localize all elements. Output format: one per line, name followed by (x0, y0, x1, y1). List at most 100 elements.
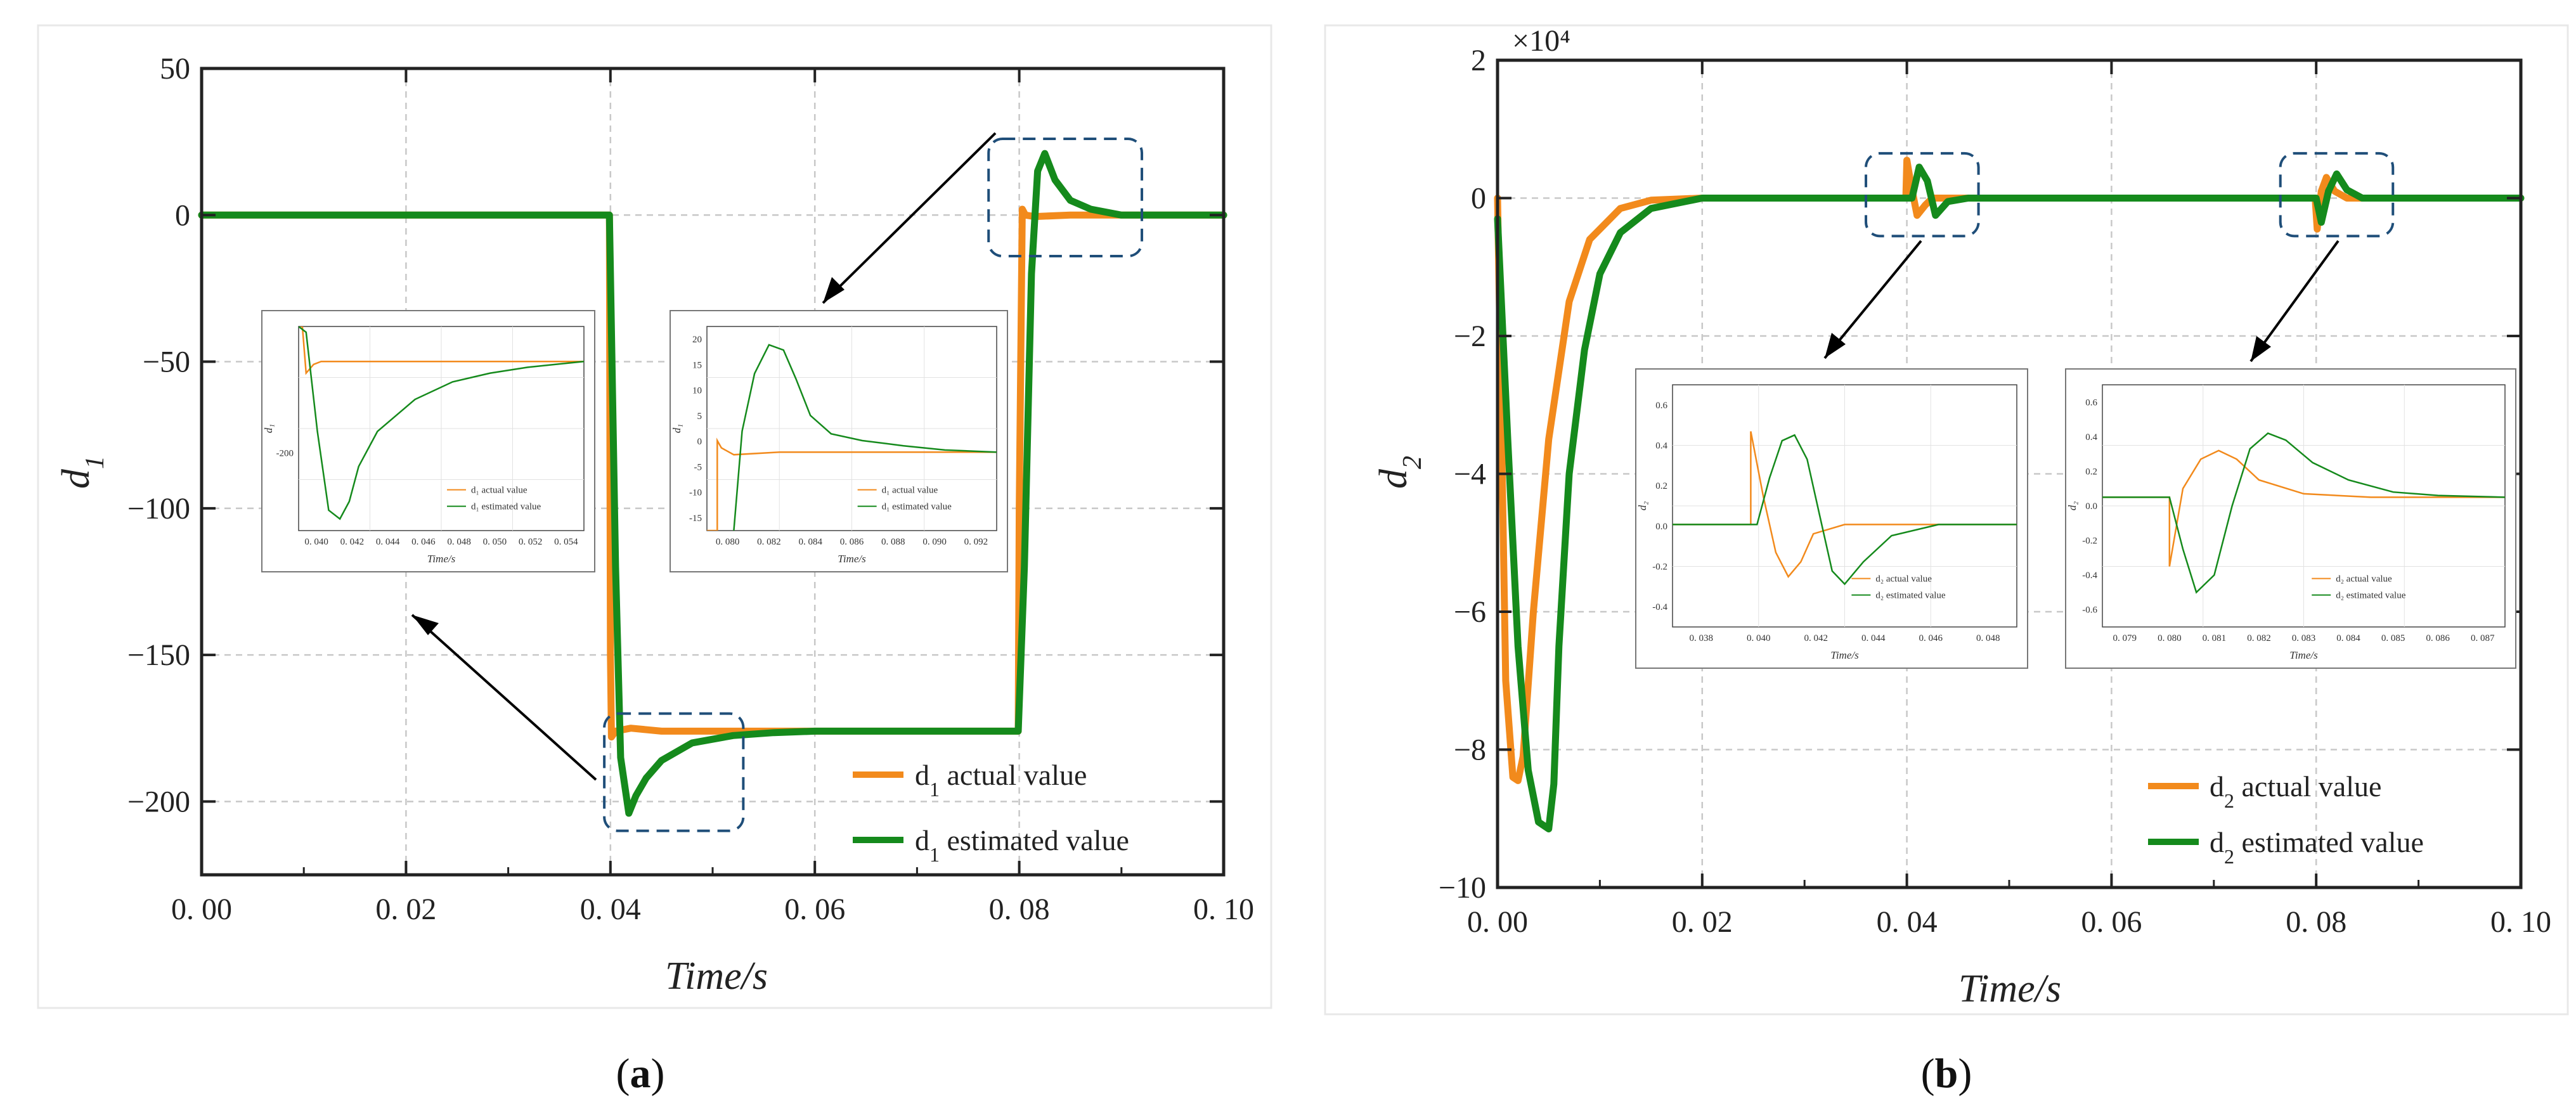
inset-ylabel: d₁ (262, 424, 275, 433)
x-tick-label: 0. 00 (1467, 905, 1528, 939)
inset-xlabel: Time/s (427, 553, 456, 565)
inset-estimated-line (2102, 432, 2505, 594)
legend-b-estimated-label: d2 estimated value (2210, 826, 2424, 868)
inset-x-tick-label: 0. 086 (840, 537, 864, 547)
panel-b-scale-label: ×10⁴ (1512, 24, 1570, 58)
zoom-arrow-b1 (1823, 240, 1922, 359)
panel-a-border (37, 24, 1272, 1009)
inset-legend-label: d₂ actual value (1875, 574, 1932, 584)
x-tick-label: 0. 02 (375, 893, 436, 926)
panel-a-zoom-boxes (603, 138, 1144, 832)
panel-b-legend: d2 actual value d2 estimated value (2148, 770, 2424, 868)
y-tick-label: −200 (127, 785, 190, 818)
arrow-head-icon (823, 277, 845, 303)
inset-x-tick-label: 0. 054 (554, 537, 578, 547)
inset-a1-content: 0. 040 0. 042 0. 044 0. 046 0. 048 0. 050 0. 0… (262, 326, 585, 565)
y-tick-label: −2 (1454, 319, 1486, 353)
inset-b2: 0. 079 0. 080 0. 081 0. 082 0. 083 0. 084 0. 0… (2065, 368, 2516, 669)
inset-x-tick-label: 0. 090 (922, 537, 947, 547)
inset-y-tick-label: -5 (694, 462, 702, 472)
panel-a-ylabel: d1 (55, 456, 110, 489)
y-tick-label: −50 (143, 345, 190, 379)
inset-b1-content: 0. 038 0. 040 0. 042 0. 044 0. 046 0. 048 0.6 0… (1636, 384, 2017, 661)
y-tick-label: −8 (1454, 733, 1486, 767)
inset-x-tick-label: 0. 087 (2471, 633, 2495, 643)
inset-ylabel: d₂ (2066, 501, 2078, 511)
inset-y-tick-label: -0.2 (2082, 536, 2097, 546)
inset-xlabel: Time/s (838, 553, 866, 565)
zoom-arrow-a1 (411, 614, 597, 781)
panel-b-zoom-boxes (1865, 152, 2395, 238)
y-tick-label: 0 (1471, 182, 1486, 216)
inset-a2-content: 0. 080 0. 082 0. 084 0. 086 0. 088 0. 090 0. 0… (671, 326, 997, 565)
y-tick-label: −4 (1454, 458, 1486, 491)
zoom-arrow-b2 (2249, 240, 2340, 363)
panel-a-xlabel: Time/s (665, 955, 768, 998)
inset-legend-label: d₁ estimated value (471, 502, 541, 512)
inset-estimated-line (733, 344, 997, 531)
inset-b2-content: 0. 079 0. 080 0. 081 0. 082 0. 083 0. 084 0. 0… (2066, 384, 2506, 661)
inset-y-tick-label: -0.2 (1652, 562, 1667, 572)
x-tick-label: 0. 10 (1193, 893, 1254, 926)
inset-x-tick-label: 0. 046 (1919, 633, 1943, 643)
series-estimated-line (1494, 164, 2525, 833)
legend-a-estimated-label: d1 estimated value (915, 824, 1129, 866)
inset-x-tick-label: 0. 044 (1861, 633, 1886, 643)
inset-y-tick-label: 20 (692, 335, 702, 345)
y-tick-label: −100 (127, 492, 190, 526)
panel-b-xlabel: Time/s (1958, 967, 2061, 1010)
x-tick-label: 0. 10 (2490, 905, 2551, 939)
inset-a1: 0. 040 0. 042 0. 044 0. 046 0. 048 0. 050 0. 0… (261, 310, 595, 572)
inset-x-tick-label: 0. 080 (2158, 633, 2182, 643)
panel-a: 0. 00 0. 02 0. 04 0. 06 0. 08 0. 10500−50−100… (37, 24, 1272, 1097)
inset-y-tick-label: 0.4 (1655, 441, 1667, 451)
arrow-head-icon (2251, 336, 2271, 361)
inset-xlabel: Time/s (1830, 649, 1859, 661)
inset-b1: 0. 038 0. 040 0. 042 0. 044 0. 046 0. 048 0.6 0… (1635, 368, 2028, 669)
series-estimated-line (198, 150, 1227, 817)
arrow-head-icon (1825, 333, 1846, 358)
zoom-box (987, 138, 1144, 258)
inset-estimated-line (1673, 434, 2017, 586)
inset-x-tick-label: 0. 042 (1804, 633, 1828, 643)
inset-y-tick-label: 5 (697, 411, 702, 422)
panel-a-legend: d1 actual value d1 estimated value (853, 759, 1129, 866)
panel-a-arrows (411, 132, 997, 781)
inset-x-tick-label: 0. 080 (716, 537, 740, 547)
panel-b: 0. 00 0. 02 0. 04 0. 06 0. 08 0. 10 2 0 −2 −4 −6 −8… (1324, 24, 2569, 1097)
panel-a-ticks: 0. 00 0. 02 0. 04 0. 06 0. 08 0. 10500−50−100… (127, 52, 1254, 926)
inset-y-tick-label: 0.6 (1655, 401, 1667, 411)
legend-a-actual-label: d1 actual value (915, 759, 1087, 801)
inset-actual-line (299, 326, 584, 375)
panel-b-ticks: 0. 00 0. 02 0. 04 0. 06 0. 08 0. 10 2 0 −2 −4 −6 −8… (1439, 44, 2551, 939)
inset-xlabel: Time/s (2289, 649, 2318, 661)
inset-x-tick-label: 0. 082 (757, 537, 781, 547)
inset-x-tick-label: 0. 088 (881, 537, 905, 547)
panel-b-ylabel: d2 (1372, 456, 1427, 489)
arrow-head-icon (412, 615, 439, 635)
x-tick-label: 0. 04 (1877, 905, 1938, 939)
inset-actual-line (707, 437, 997, 531)
inset-y-tick-label: 0.0 (2085, 501, 2097, 512)
inset-estimated-line (299, 326, 584, 520)
inset-x-tick-label: 0. 040 (304, 537, 328, 547)
inset-y-tick-label: 0.6 (2085, 397, 2097, 408)
panel-b-arrows (1823, 240, 2340, 363)
inset-x-tick-label: 0. 044 (376, 537, 400, 547)
inset-x-tick-label: 0. 084 (2336, 633, 2360, 643)
y-tick-label: −10 (1439, 871, 1486, 905)
inset-x-tick-label: 0. 048 (1976, 633, 2000, 643)
legend-b-actual-label: d2 actual value (2210, 770, 2381, 812)
zoom-box (2279, 152, 2395, 238)
panel-a-series (198, 150, 1227, 817)
panel-b-series (1494, 157, 2525, 833)
y-tick-label: −6 (1454, 595, 1486, 629)
inset-a2: 0. 080 0. 082 0. 084 0. 086 0. 088 0. 090 0. 0… (670, 310, 1008, 572)
inset-y-tick-label: -200 (276, 449, 294, 459)
x-tick-label: 0. 04 (580, 893, 641, 926)
y-tick-label: 0 (175, 198, 190, 232)
inset-x-tick-label: 0. 082 (2247, 633, 2271, 643)
inset-x-tick-label: 0. 042 (340, 537, 365, 547)
y-tick-label: −150 (127, 638, 190, 672)
